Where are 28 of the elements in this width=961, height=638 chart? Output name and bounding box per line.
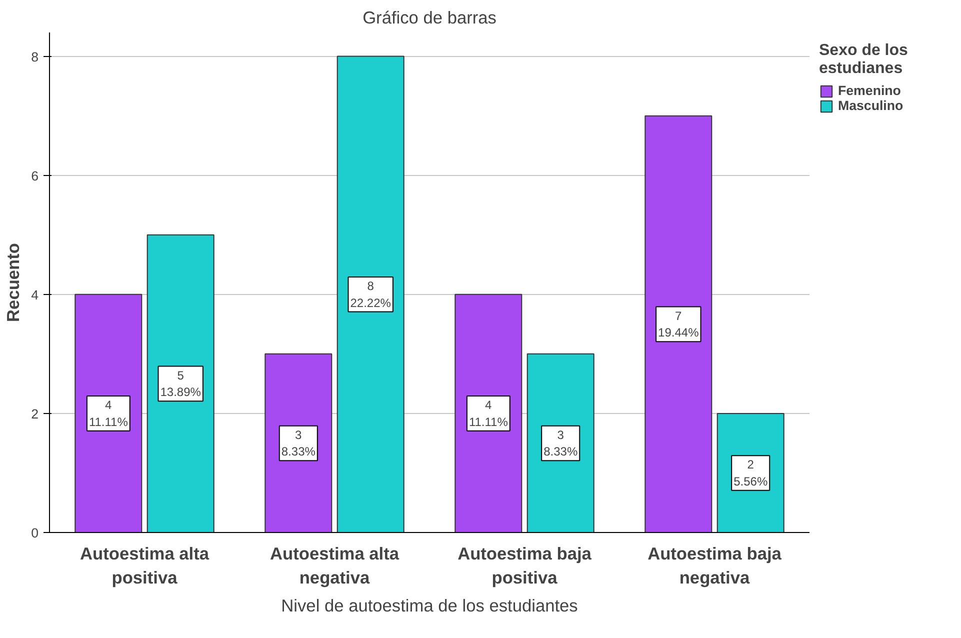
- bar: [644, 115, 712, 532]
- data-label: 7 19.44%: [658, 308, 700, 340]
- y-tick-label: 4: [31, 287, 40, 302]
- data-label: 4 11.11%: [468, 398, 508, 429]
- chart-title: Gráfico de barras: [362, 8, 497, 28]
- legend-title: Sexo de los estudianes: [819, 42, 908, 78]
- data-label: 8 22.22%: [350, 279, 392, 310]
- y-axis-title: Recuento: [3, 243, 24, 322]
- x-tick-label: Autoestima alta positiva: [80, 544, 210, 588]
- bar: [336, 56, 404, 532]
- bar: [454, 294, 522, 532]
- data-label: 3 8.33%: [281, 428, 316, 459]
- legend-label: Masculino: [838, 98, 904, 113]
- bar: [146, 234, 214, 532]
- x-axis-title: Nivel de autoestima de los estudiantes: [281, 596, 578, 616]
- y-tick-label: 2: [31, 406, 39, 422]
- data-label: 3 8.33%: [544, 428, 578, 459]
- y-tick-label: 0: [31, 526, 39, 540]
- bar: [74, 294, 142, 532]
- y-tick-label: 6: [31, 168, 39, 184]
- x-tick-label: Autoestima baja negativa: [648, 544, 782, 588]
- y-tick-label: 8: [31, 49, 39, 64]
- data-label: 5 13.89%: [160, 368, 202, 400]
- x-tick-label: Autoestima baja positiva: [458, 544, 592, 588]
- data-label: 2 5.56%: [734, 458, 768, 488]
- data-label: 4 11.11%: [88, 398, 128, 429]
- x-tick-label: Autoestima alta negativa: [270, 544, 400, 588]
- legend-label: Femenino: [838, 83, 901, 98]
